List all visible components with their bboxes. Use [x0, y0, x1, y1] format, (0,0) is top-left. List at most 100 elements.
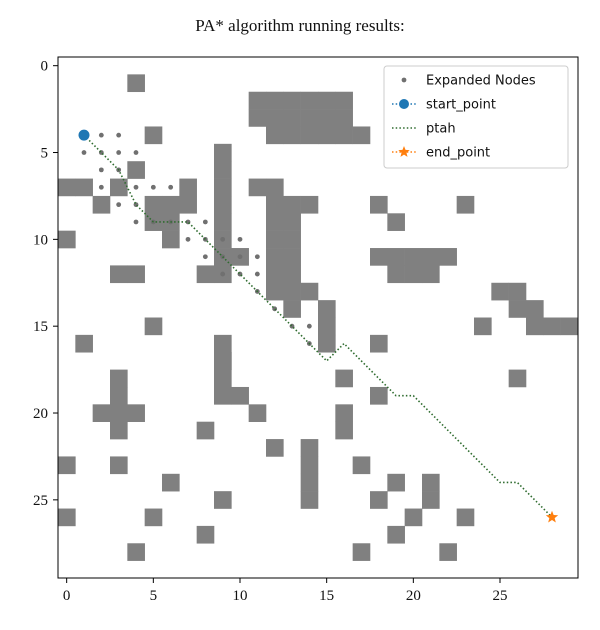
- obstacle-cell: [266, 265, 284, 284]
- obstacle-cell: [283, 230, 301, 249]
- obstacle-cell: [248, 109, 267, 127]
- obstacle-cell: [162, 195, 180, 214]
- expanded-node: [306, 323, 312, 329]
- obstacle-cell: [266, 439, 284, 457]
- obstacle-cell: [318, 109, 336, 127]
- obstacle-cell: [58, 230, 76, 249]
- obstacle-cell: [370, 386, 388, 405]
- obstacle-cell: [387, 525, 405, 544]
- obstacle-cell: [387, 213, 405, 231]
- obstacle-cell: [110, 404, 128, 422]
- obstacle-cell: [370, 334, 388, 353]
- expanded-node: [98, 184, 104, 190]
- expanded-node: [254, 254, 260, 260]
- obstacle-cell: [110, 386, 128, 405]
- obstacle-cell: [266, 230, 284, 249]
- y-tick-label: 20: [33, 406, 48, 422]
- obstacle-cell: [335, 421, 353, 440]
- obstacle-cell: [127, 74, 145, 93]
- obstacle-cell: [283, 282, 301, 301]
- expanded-node: [133, 219, 139, 225]
- obstacle-cell: [404, 508, 423, 527]
- obstacle-cell: [231, 386, 249, 405]
- end-point-marker: [545, 510, 559, 523]
- obstacle-cell: [110, 178, 128, 197]
- obstacle-cell: [144, 508, 163, 527]
- obstacle-cell: [58, 456, 76, 475]
- obstacle-cell: [214, 491, 232, 509]
- legend-label: ptah: [426, 122, 456, 137]
- obstacle-cell: [387, 248, 405, 266]
- expanded-node: [185, 236, 191, 242]
- expanded-node: [116, 150, 122, 155]
- obstacle-cell: [266, 213, 284, 231]
- legend-label: start_point: [426, 98, 496, 113]
- obstacle-cell: [370, 195, 388, 214]
- chart-title: PA* algorithm running results:: [195, 16, 405, 35]
- obstacle-cell: [214, 213, 232, 231]
- expanded-node: [150, 184, 156, 190]
- obstacle-cell: [214, 195, 232, 214]
- obstacle-cell: [508, 369, 527, 388]
- obstacle-cell: [127, 265, 145, 284]
- obstacle-cell: [179, 178, 197, 197]
- start-point-marker: [78, 129, 90, 141]
- obstacle-cell: [196, 265, 215, 284]
- obstacle-cell: [283, 265, 301, 284]
- legend-circle-sample: [399, 99, 409, 109]
- legend-star-sample: [398, 146, 410, 157]
- obstacle-cell: [75, 334, 93, 353]
- obstacle-cell: [335, 126, 353, 145]
- obstacle-cell: [508, 300, 527, 318]
- obstacle-cell: [404, 265, 423, 284]
- obstacle-cell: [300, 456, 319, 475]
- obstacle-cell: [214, 178, 232, 197]
- obstacle-cell: [266, 178, 284, 197]
- obstacle-cell: [300, 91, 319, 110]
- obstacle-cell: [422, 473, 440, 492]
- obstacle-cell: [179, 195, 197, 214]
- obstacle-cell: [75, 178, 93, 197]
- obstacle-cell: [110, 265, 128, 284]
- obstacle-cell: [370, 248, 388, 266]
- obstacle-cell: [352, 126, 371, 145]
- obstacle-cell: [526, 317, 544, 336]
- obstacle-cell: [214, 369, 232, 388]
- obstacle-cell: [300, 126, 319, 145]
- x-tick-label: 20: [406, 588, 421, 604]
- expanded-node: [220, 271, 226, 277]
- obstacle-cell: [162, 230, 180, 249]
- obstacle-cell: [162, 473, 180, 492]
- legend-label: Expanded Nodes: [426, 74, 536, 89]
- obstacle-cell: [144, 195, 163, 214]
- obstacle-cell: [248, 404, 267, 422]
- legend-dot-sample: [401, 77, 407, 83]
- legend-box: [383, 65, 569, 169]
- x-tick-label: 15: [319, 588, 334, 604]
- obstacle-cell: [110, 421, 128, 440]
- obstacle-cell: [318, 300, 336, 318]
- y-tick-label: 0: [41, 59, 49, 75]
- obstacle-cell: [283, 300, 301, 318]
- obstacle-cell: [266, 195, 284, 214]
- obstacle-cell: [92, 404, 111, 422]
- obstacle-cell: [387, 473, 405, 492]
- expanded-node: [116, 132, 122, 138]
- obstacle-cell: [335, 91, 353, 110]
- expanded-node: [98, 132, 104, 138]
- expanded-node: [237, 236, 243, 242]
- obstacle-cell: [300, 109, 319, 127]
- obstacle-cell: [58, 508, 76, 527]
- obstacle-cell: [439, 248, 457, 266]
- obstacle-cell: [283, 213, 301, 231]
- obstacle-cell: [214, 334, 232, 353]
- expanded-node: [98, 167, 104, 173]
- obstacle-cell: [127, 543, 145, 561]
- obstacle-cell: [214, 143, 232, 162]
- obstacle-cell: [491, 282, 509, 301]
- legend-label: end_point: [426, 146, 490, 161]
- obstacle-cell: [404, 248, 423, 266]
- obstacle-cell: [508, 282, 527, 301]
- axes-frame: [57, 56, 579, 579]
- y-tick-label: 5: [41, 146, 49, 162]
